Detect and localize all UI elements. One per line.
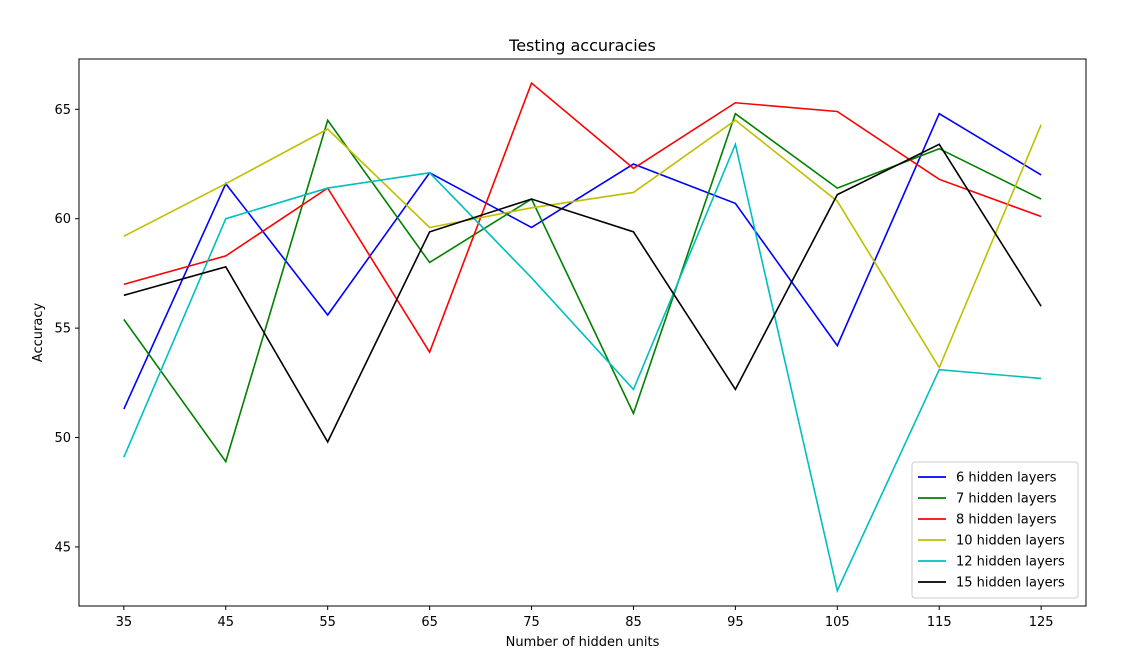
legend-label-5: 15 hidden layers	[956, 576, 1065, 591]
x-tick-label-6: 95	[727, 615, 744, 630]
series-line-4	[123, 141, 1042, 594]
legend-label-3: 10 hidden layers	[956, 534, 1065, 549]
chart-title: Testing accuracies	[508, 36, 656, 55]
x-tick-label-3: 65	[421, 615, 438, 630]
x-tick-label-7: 105	[825, 615, 850, 630]
plot-area-frame	[78, 58, 1087, 607]
x-tick-label-9: 125	[1029, 615, 1054, 630]
series-line-1	[123, 112, 1042, 464]
series-line-2	[123, 81, 1042, 354]
series-lines	[123, 81, 1042, 594]
legend: 6 hidden layers 7 hidden layers 8 hidden l…	[911, 461, 1079, 599]
legend-label-2: 8 hidden layers	[956, 513, 1057, 528]
y-tick-label-1: 50	[54, 431, 71, 446]
y-tick-label-2: 55	[54, 322, 71, 337]
x-tick-label-8: 115	[927, 615, 952, 630]
x-tick-label-2: 55	[319, 615, 336, 630]
y-tick-label-3: 60	[54, 212, 71, 227]
series-line-5	[123, 143, 1042, 444]
legend-label-4: 12 hidden layers	[956, 555, 1065, 570]
series-line-0	[123, 112, 1042, 410]
x-tick-label-4: 75	[523, 615, 540, 630]
legend-box	[911, 461, 1079, 599]
x-tick-label-0: 35	[116, 615, 133, 630]
x-axis-ticks: 35 45 55 65 75 85 95 105 115 125	[116, 606, 1054, 630]
legend-label-1: 7 hidden layers	[956, 492, 1057, 507]
x-axis-label: Number of hidden units	[506, 635, 660, 650]
y-axis-ticks: 45 50 55 60 65	[54, 103, 79, 555]
y-tick-label-4: 65	[54, 103, 71, 118]
y-tick-label-0: 45	[54, 540, 71, 555]
x-tick-label-5: 85	[625, 615, 642, 630]
y-axis-label: Accuracy	[31, 303, 46, 363]
series-line-3	[123, 119, 1042, 370]
x-tick-label-1: 45	[217, 615, 234, 630]
legend-label-0: 6 hidden layers	[956, 471, 1057, 486]
